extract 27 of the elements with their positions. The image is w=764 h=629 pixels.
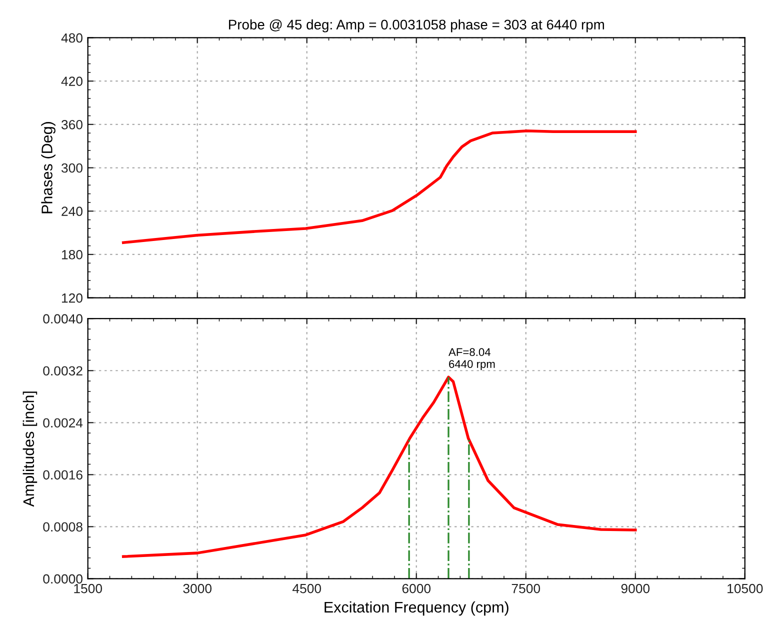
- y-tick-label: 360: [61, 120, 82, 130]
- y-tick-label: 180: [62, 250, 82, 260]
- line-series: [122, 129, 637, 244]
- y-tick-label: 0.0032: [43, 366, 82, 376]
- y-tick-label: 0.0016: [43, 470, 82, 480]
- x-tick-label: 9000: [621, 584, 650, 594]
- x-tick-label: 3000: [183, 584, 212, 594]
- x-tick-label: 10500: [728, 584, 763, 594]
- y-tick-label: 480: [61, 33, 82, 43]
- x-tick-label: 1500: [74, 584, 102, 594]
- x-tick-label: 4500: [292, 584, 322, 594]
- x-tick-label: 6000: [402, 584, 431, 594]
- x-tick-label: 7500: [512, 584, 540, 594]
- annotation: AF=8.04 6440 rpm: [448, 348, 495, 370]
- y-axis-title: Amplitudes [inch]: [22, 392, 38, 507]
- y-tick-label: 420: [61, 76, 82, 86]
- y-tick-label: 0.0024: [43, 418, 83, 428]
- y-tick-label: 120: [62, 293, 82, 303]
- y-tick-label: 0.0040: [43, 314, 82, 324]
- y-tick-label: 0.0008: [43, 522, 82, 532]
- y-tick-label: 0.0000: [43, 574, 82, 584]
- x-axis-title: Excitation Frequency (cpm): [324, 601, 508, 616]
- y-tick-label: 240: [62, 206, 82, 216]
- chart-title: Probe @ 45 deg: Amp = 0.0031058 phase = 303 at 6440 rpm: [229, 19, 604, 32]
- line-series: [122, 376, 637, 558]
- y-axis-title: Phases (Deg): [41, 122, 56, 214]
- y-tick-label: 300: [61, 163, 82, 173]
